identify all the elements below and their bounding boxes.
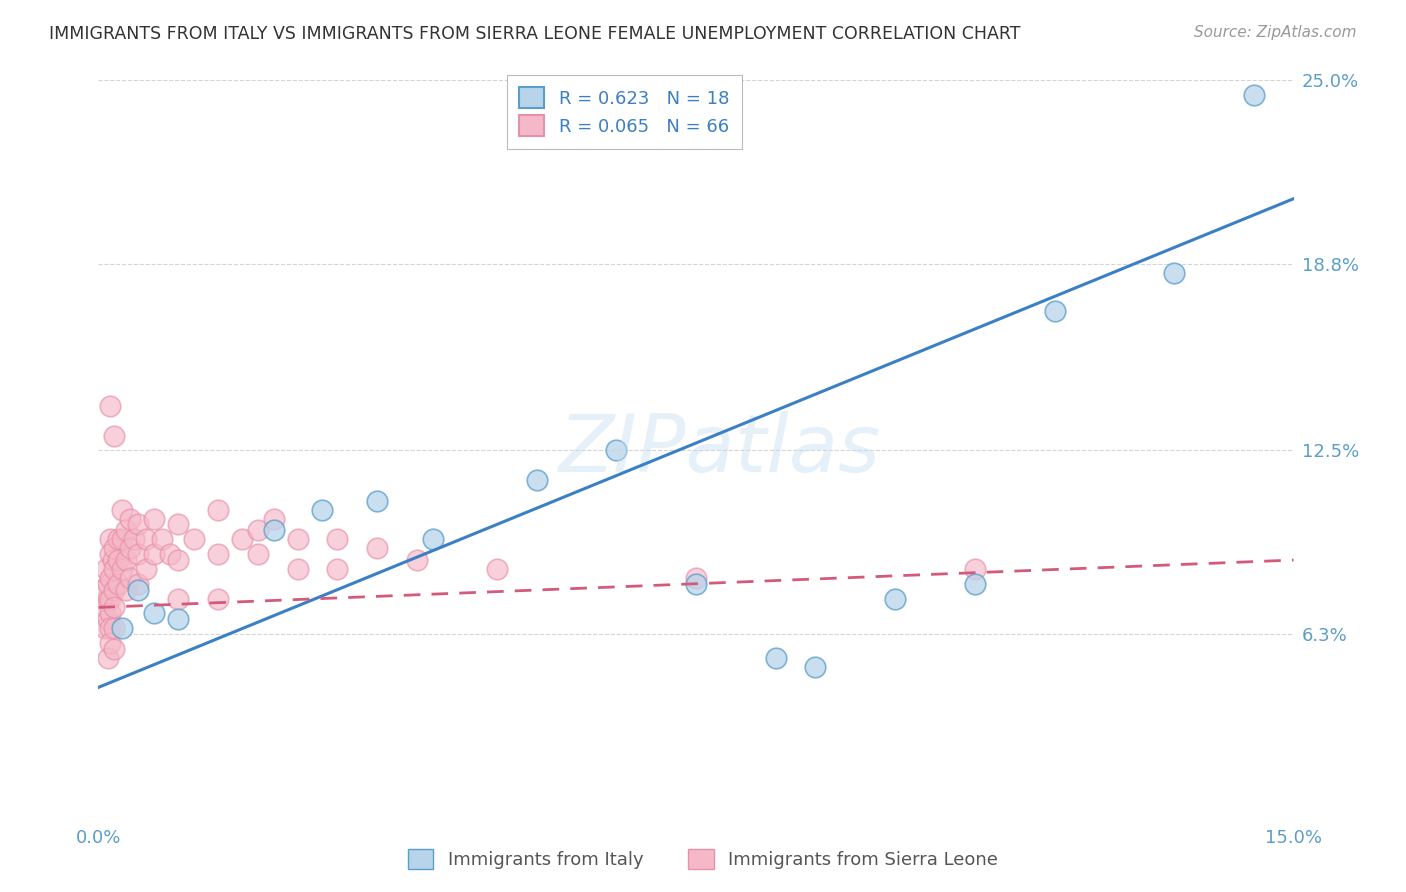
Point (103, 621, 125, 635)
Point (115, 553, 138, 567)
Point (98, 399, 122, 413)
Point (107, 553, 129, 567)
Point (143, 511, 166, 525)
Point (127, 547, 149, 561)
Point (1043, 304, 1066, 318)
Point (120, 541, 142, 556)
Point (120, 511, 142, 525)
Point (107, 576, 129, 591)
Point (96, 562, 118, 576)
Point (366, 493, 388, 508)
Point (98, 621, 122, 635)
Point (111, 562, 134, 576)
Point (150, 533, 173, 547)
Point (263, 524, 285, 538)
Point (526, 473, 548, 487)
Point (167, 612, 190, 626)
Point (127, 576, 149, 591)
Point (326, 533, 349, 547)
Point (1243, 88, 1265, 103)
Point (804, 659, 827, 673)
Point (246, 547, 269, 561)
Point (406, 553, 429, 567)
Point (98, 607, 122, 621)
Point (605, 443, 627, 458)
Point (765, 650, 787, 665)
Point (127, 517, 149, 532)
Point (115, 582, 138, 597)
Point (111, 502, 134, 516)
Point (97, 650, 120, 665)
Point (685, 571, 707, 585)
Text: ZIPatlas: ZIPatlas (558, 411, 882, 490)
Point (183, 533, 205, 547)
Point (287, 562, 309, 576)
Point (98, 571, 122, 585)
Point (103, 641, 125, 656)
Point (115, 524, 138, 538)
Point (207, 502, 229, 516)
Point (98, 591, 122, 606)
Point (246, 524, 269, 538)
Point (963, 562, 986, 576)
Point (98, 636, 122, 650)
Point (143, 607, 166, 621)
Point (326, 562, 349, 576)
Point (167, 517, 190, 532)
Point (884, 591, 907, 606)
Point (1163, 266, 1185, 280)
Point (207, 591, 229, 606)
Point (111, 621, 134, 635)
Text: Source: ZipAtlas.com: Source: ZipAtlas.com (1194, 25, 1357, 40)
Point (263, 511, 285, 525)
Point (103, 600, 125, 615)
Point (127, 582, 149, 597)
Point (120, 571, 142, 585)
Point (207, 547, 229, 561)
Point (91, 582, 114, 597)
Legend: Immigrants from Italy, Immigrants from Sierra Leone: Immigrants from Italy, Immigrants from S… (399, 839, 1007, 879)
Text: IMMIGRANTS FROM ITALY VS IMMIGRANTS FROM SIERRA LEONE FEMALE UNEMPLOYMENT CORREL: IMMIGRANTS FROM ITALY VS IMMIGRANTS FROM… (49, 25, 1021, 43)
Point (101, 553, 124, 567)
Point (963, 576, 986, 591)
Point (111, 533, 134, 547)
Point (97, 576, 120, 591)
Point (124, 533, 146, 547)
Point (94, 600, 117, 615)
Point (103, 562, 125, 576)
Point (135, 562, 157, 576)
Point (366, 541, 388, 556)
Point (97, 591, 120, 606)
Point (167, 553, 190, 567)
Point (97, 612, 120, 626)
Legend: R = 0.623   N = 18, R = 0.065   N = 66: R = 0.623 N = 18, R = 0.065 N = 66 (506, 75, 742, 149)
Point (94, 621, 117, 635)
Point (685, 576, 707, 591)
Point (485, 562, 508, 576)
Point (422, 533, 444, 547)
Point (311, 502, 333, 516)
Point (103, 541, 125, 556)
Point (167, 591, 190, 606)
Point (287, 533, 309, 547)
Point (135, 533, 157, 547)
Point (98, 547, 122, 561)
Point (143, 547, 166, 561)
Point (103, 428, 125, 442)
Point (159, 547, 181, 561)
Point (98, 533, 122, 547)
Point (107, 533, 129, 547)
Point (103, 582, 125, 597)
Point (231, 533, 253, 547)
